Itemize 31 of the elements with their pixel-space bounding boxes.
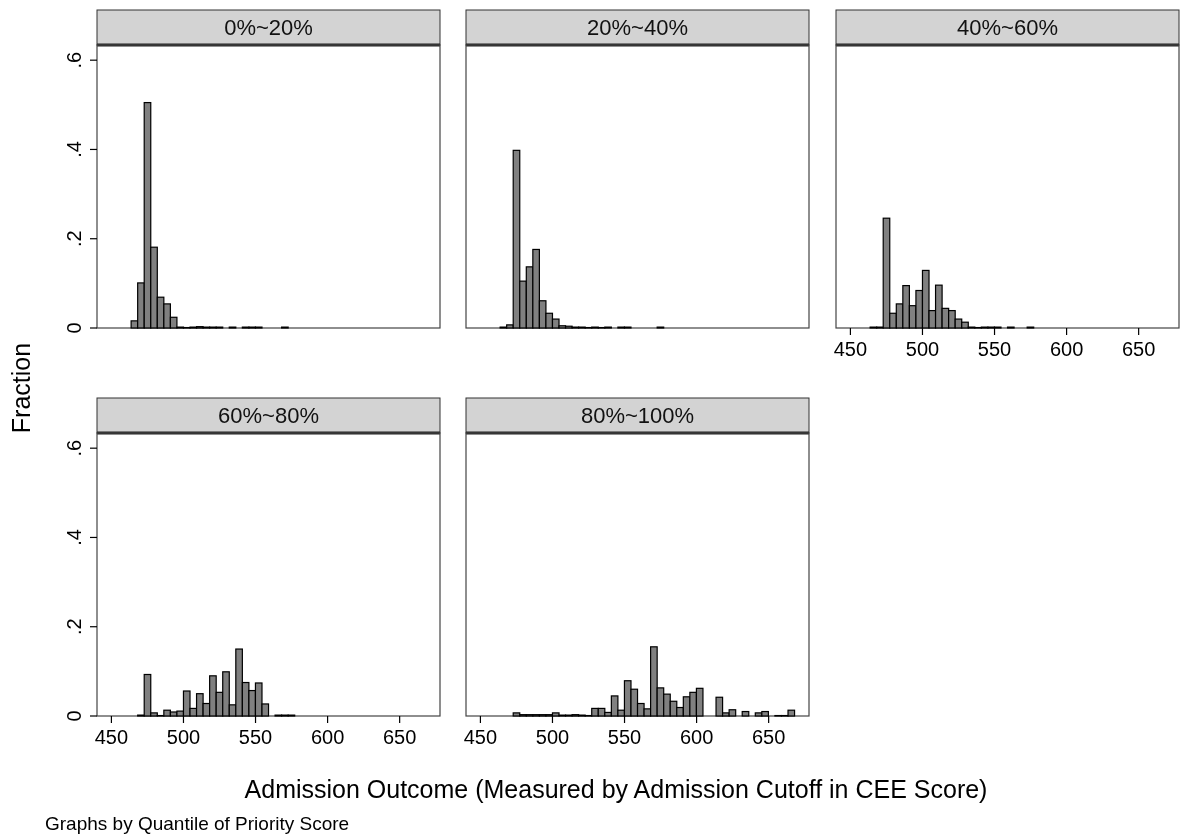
x-tick-label: 550: [238, 726, 273, 748]
x-tick-label: 450: [463, 726, 498, 748]
chart-title: 40%~60%: [957, 15, 1058, 41]
x-tick-label: 500: [905, 338, 940, 360]
x-tick-label: 550: [977, 338, 1012, 360]
text: Graphs by Quantile of Priority Score: [45, 813, 350, 834]
x-tick-label: 500: [535, 726, 570, 748]
x-tick-label: 600: [679, 726, 714, 748]
y-tick-label: .6: [63, 439, 85, 457]
x-tick-label: 550: [607, 726, 642, 748]
x-tick-label: 600: [1049, 338, 1084, 360]
y-axis-title: Fraction: [7, 342, 35, 434]
chart-title: 60%~80%: [218, 403, 319, 429]
chart-title: 80%~100%: [580, 403, 695, 429]
y-tick-label: .4: [63, 529, 85, 546]
y-tick-label: 0: [63, 322, 85, 334]
chart-title: 20%~40%: [587, 15, 688, 41]
x-tick-label: 500: [166, 726, 201, 748]
x-tick-label: 650: [1121, 338, 1156, 360]
y-tick-label: .2: [63, 618, 85, 636]
x-tick-label: 450: [94, 726, 129, 748]
x-tick-label: 650: [751, 726, 786, 748]
y-tick-label: .4: [63, 141, 85, 158]
y-tick-label: 0: [63, 710, 85, 722]
x-axis-title: Admission Outcome (Measured by Admission Cutoff in CEE Score): [244, 775, 988, 803]
x-tick-label: 600: [310, 726, 345, 748]
x-tick-label: 450: [833, 338, 868, 360]
chart-title: 0%~20%: [224, 15, 313, 41]
x-tick-label: 650: [382, 726, 417, 748]
y-tick-label: .6: [63, 51, 85, 69]
y-tick-label: .2: [63, 230, 85, 248]
